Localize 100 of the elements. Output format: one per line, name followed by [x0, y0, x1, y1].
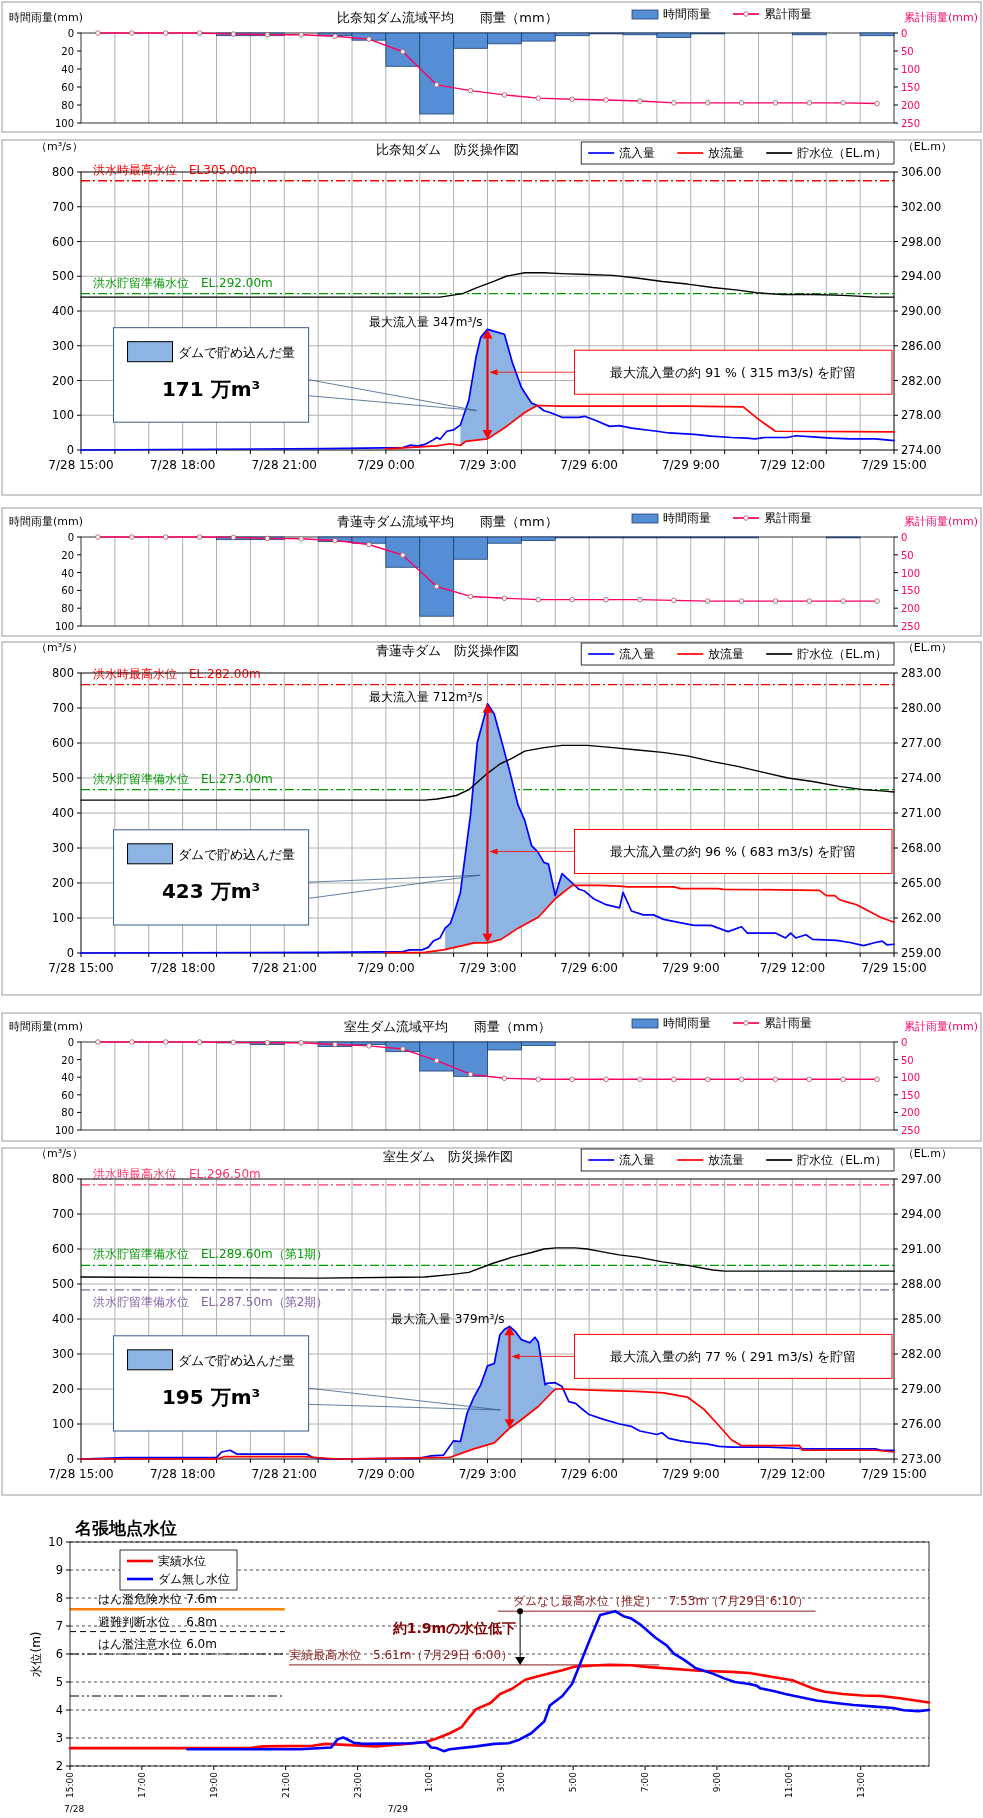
y-tick-label: 10 [48, 1535, 63, 1549]
y-tick-label: 200 [52, 876, 74, 890]
x-tick-label: 7/28 21:00 [251, 1467, 317, 1481]
x-tick-label: 7/29 9:00 [661, 458, 720, 472]
y-tick-label: 8 [55, 1591, 63, 1605]
x-tick-label: 7/29 6:00 [560, 458, 618, 472]
y2-tick-label: 200 [901, 1107, 921, 1119]
y-tick-label: 0 [66, 946, 74, 960]
legend-label: 流入量 [619, 1153, 656, 1167]
y2-tick-label: 50 [901, 549, 914, 561]
x-tick-label: 7/29 0:00 [357, 458, 415, 472]
ref-line-label: はん濫危険水位 7.6m [98, 1592, 217, 1607]
chart-title: 比奈知ダム流域平均 雨量（mm） [337, 10, 558, 25]
annotation: 最大流入量 712m³/s [368, 689, 483, 704]
y2-tick-label: 250 [901, 1125, 921, 1136]
y2-axis-title: 累計雨量(mm) [903, 1020, 978, 1033]
x-tick-label: 15:00 [65, 1771, 75, 1798]
y2-tick-label: 291.00 [901, 1242, 942, 1256]
text: 7/29 [387, 1804, 409, 1814]
y2-tick-label: 0 [901, 1037, 908, 1048]
x-tick-label: 7/28 15:00 [48, 1467, 114, 1481]
x-tick-label: 21:00 [280, 1771, 291, 1798]
y-tick-label: 20 [61, 46, 74, 57]
y2-tick-label: 294.00 [901, 1207, 942, 1221]
y-tick-label: 40 [61, 64, 74, 75]
y2-tick-label: 282.00 [901, 1347, 942, 1361]
y2-tick-label: 277.00 [901, 736, 942, 750]
chart-title: 比奈知ダム 防災操作図 [376, 142, 519, 157]
legend-label: 時間雨量 [663, 511, 711, 525]
y-tick-label: 200 [52, 1382, 74, 1396]
y2-tick-label: 271.00 [901, 806, 942, 820]
y2-tick-label: 297.00 [901, 1172, 942, 1186]
y-tick-label: 100 [54, 621, 74, 632]
x-tick-label: 7/29 15:00 [861, 1467, 927, 1481]
x-tick-label: 19:00 [208, 1771, 219, 1798]
y2-tick-label: 268.00 [901, 841, 942, 855]
y2-tick-label: 0 [901, 28, 908, 39]
chart-title: 名張地点水位 [74, 1518, 177, 1538]
legend-label: 時間雨量 [663, 7, 711, 21]
legend-label: 貯水位（EL.m） [797, 647, 887, 661]
y-tick-label: 60 [61, 82, 74, 93]
y2-tick-label: 100 [901, 64, 921, 75]
text: 7/28 [64, 1804, 85, 1814]
y2-tick-label: 100 [901, 1072, 921, 1084]
y-tick-label: 2 [55, 1759, 63, 1773]
x-tick-label: 11:00 [783, 1771, 794, 1798]
y-tick-label: 100 [52, 408, 74, 423]
y2-tick-label: 298.00 [901, 234, 942, 249]
ref-line-label: はん濫注意水位 6.0m [98, 1637, 217, 1651]
ref-line-label: 避難判断水位 6.8m [98, 1614, 217, 1629]
y2-tick-label: 150 [901, 82, 921, 93]
x-tick-label: 3:00 [496, 1771, 507, 1793]
y-tick-label: 800 [52, 666, 74, 680]
legend-label: 累計雨量 [764, 7, 812, 21]
x-tick-label: 7/28 21:00 [251, 458, 317, 472]
y2-tick-label: 294.00 [901, 269, 942, 284]
y2-tick-label: 50 [901, 1054, 914, 1066]
ref-line-label: ダムなし最高水位（推定） 7.53m（7月29日 6:10） [512, 1594, 809, 1609]
y2-tick-label: 274.00 [901, 443, 942, 457]
annotation: 最大流入量の約 91 % ( 315 m3/s) を貯留 [610, 365, 857, 381]
x-tick-label: 7/28 15:00 [48, 458, 114, 472]
x-tick-label: 7/29 3:00 [458, 961, 517, 975]
y-tick-label: 80 [61, 1107, 74, 1119]
y-tick-label: 4 [55, 1703, 63, 1717]
y-tick-label: 700 [52, 1207, 74, 1221]
y-tick-label: 5 [55, 1675, 63, 1689]
y-tick-label: 3 [55, 1731, 63, 1745]
y-tick-label: 300 [52, 841, 74, 855]
legend-label: 実績水位 [158, 1554, 206, 1568]
annotation: 423 万m³ [161, 879, 261, 904]
y2-tick-label: 286.00 [901, 338, 942, 353]
y-tick-label: 100 [54, 1125, 74, 1136]
y-tick-label: 500 [52, 269, 74, 284]
legend-label: 放流量 [708, 146, 745, 160]
y2-tick-label: 279.00 [901, 1382, 942, 1396]
y-tick-label: 80 [61, 100, 74, 111]
y2-tick-label: 250 [901, 621, 921, 632]
chart-title: 室生ダム 防災操作図 [382, 1149, 513, 1164]
x-tick-label: 7/29 3:00 [458, 458, 517, 472]
x-tick-label: 7/28 18:00 [149, 1467, 216, 1481]
y-tick-label: 200 [52, 373, 74, 388]
x-tick-label: 7/29 9:00 [661, 1467, 720, 1481]
y2-tick-label: 200 [901, 100, 921, 111]
legend-label: 流入量 [619, 146, 656, 160]
y-tick-label: 0 [67, 28, 74, 39]
x-tick-label: 7/28 18:00 [149, 961, 216, 975]
y2-tick-label: 150 [901, 1089, 921, 1101]
y-axis-title: 時間雨量(mm) [9, 1020, 84, 1033]
y2-tick-label: 274.00 [901, 771, 942, 785]
y2-tick-label: 250 [901, 118, 921, 129]
y2-axis-title: 累計雨量(mm) [903, 11, 978, 24]
ref-line-label: 洪水貯留準備水位 EL.273.00m [93, 771, 273, 786]
y-axis-title: （m³/s） [36, 1147, 83, 1160]
y-axis-title: 時間雨量(mm) [9, 11, 84, 24]
y2-tick-label: 259.00 [901, 946, 942, 960]
y-axis-title: 水位(m) [29, 1631, 43, 1677]
y2-tick-label: 50 [901, 46, 914, 57]
ref-line-label: 洪水貯留準備水位 EL.289.60m（第1期） [93, 1247, 329, 1262]
y-tick-label: 600 [52, 234, 74, 249]
y-tick-label: 0 [66, 1452, 74, 1466]
